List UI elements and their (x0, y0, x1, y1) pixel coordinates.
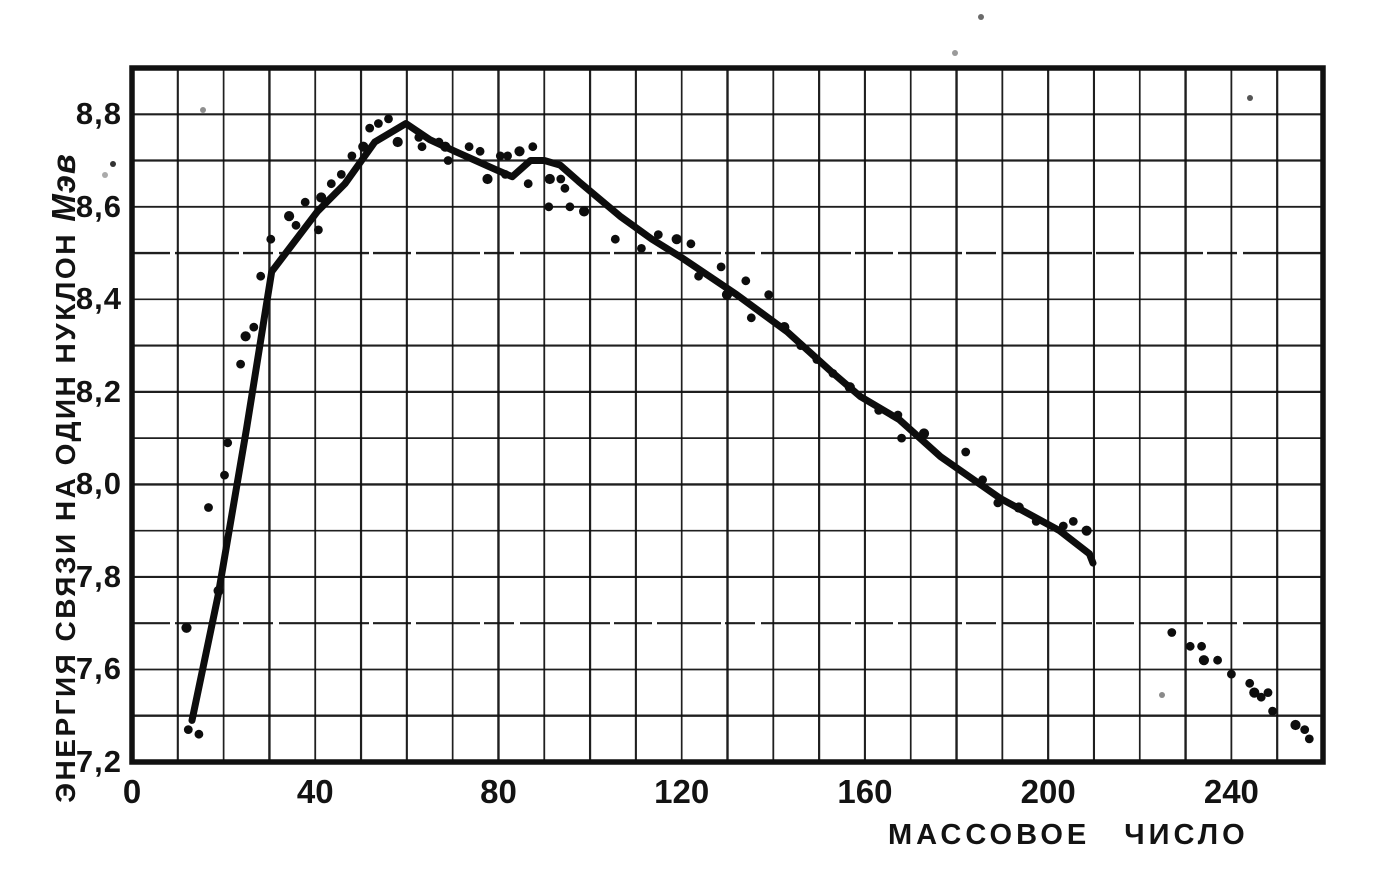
x-tick-label: 200 (1020, 773, 1076, 810)
nuclide-points (181, 114, 1314, 744)
y-tick-label: 7,2 (75, 744, 122, 779)
y-tick-label: 8,4 (75, 281, 122, 317)
scan-artifacts (102, 14, 1253, 698)
y-tick-label: 7,8 (75, 558, 122, 594)
binding-energy-curve (188, 120, 1097, 724)
y-tick-label: 8,8 (75, 96, 122, 132)
x-tick-label: 80 (480, 773, 517, 810)
plot-border (129, 65, 1326, 765)
y-tick-label: 7,6 (75, 651, 122, 687)
y-tick-label: 8,2 (75, 373, 122, 409)
x-axis-title: МАССОВОЕ ЧИСЛО (888, 819, 1249, 851)
y-tick-label: 8,0 (75, 466, 122, 502)
y-axis-title-text: ЭНЕРГИЯ СВЯЗИ НА ОДИН НУКЛОН (50, 232, 81, 803)
x-tick-label: 160 (837, 773, 893, 810)
grid-lines (132, 68, 1323, 762)
x-tick-label: 40 (296, 773, 334, 810)
x-tick-label: 120 (654, 773, 710, 810)
y-tick-label: 8,6 (75, 188, 122, 224)
x-tick-label: 240 (1203, 773, 1259, 810)
x-tick-label: 0 (122, 773, 142, 810)
